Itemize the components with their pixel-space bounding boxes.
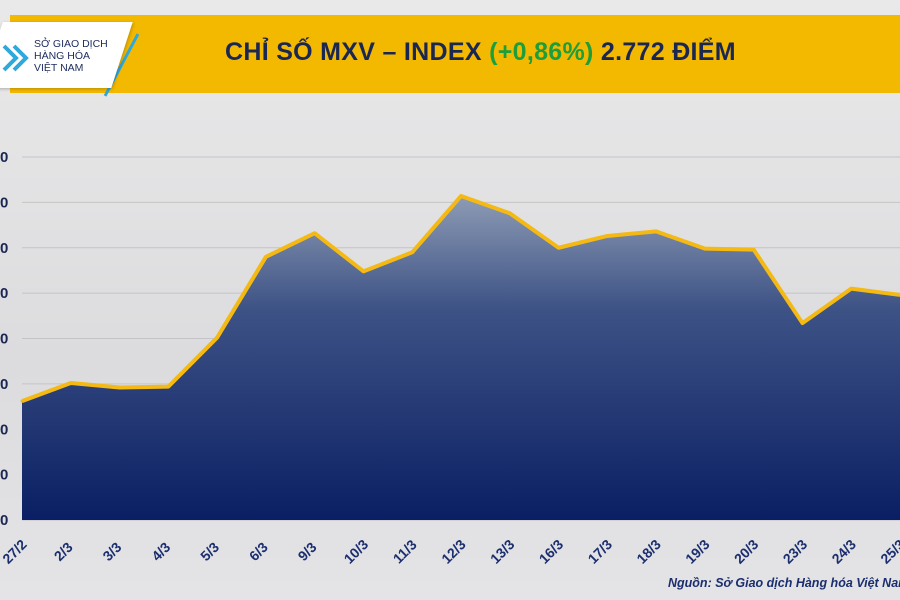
data-point <box>459 194 463 198</box>
x-tick-label: 13/3 <box>487 536 518 567</box>
x-tick-label: 17/3 <box>585 536 616 567</box>
data-point <box>361 269 365 273</box>
x-tick-label: 20/3 <box>731 536 762 567</box>
y-tick-label: 0 <box>0 421 8 438</box>
source-note: Nguồn: Sở Giao dịch Hàng hóa Việt Nam <box>668 576 900 590</box>
x-tick-label: 18/3 <box>633 536 664 567</box>
y-tick-label: 0 <box>0 194 8 211</box>
logo-chevron-icon <box>2 44 29 72</box>
y-tick-label: 0 <box>0 240 8 257</box>
data-point <box>703 247 707 251</box>
title-prefix: CHỈ SỐ MXV – INDEX <box>225 38 490 66</box>
area-fill <box>22 196 900 520</box>
data-point <box>118 386 122 390</box>
x-tick-label: 27/2 <box>0 536 30 567</box>
y-tick-label: 0 <box>0 285 8 302</box>
x-tick-label: 19/3 <box>682 536 713 567</box>
x-tick-label: 25/3 <box>877 536 900 567</box>
data-point <box>605 234 609 238</box>
x-tick-label: 10/3 <box>341 536 372 567</box>
chart-title: CHỈ SỐ MXV – INDEX (+0,86%) 2.772 ĐIỂM <box>225 38 736 67</box>
data-point <box>20 399 24 403</box>
title-suffix: 2.772 ĐIỂM <box>593 38 736 66</box>
data-point <box>752 248 756 252</box>
data-point <box>69 381 73 385</box>
x-tick-label: 6/3 <box>246 539 271 564</box>
x-tick-label: 4/3 <box>148 539 173 564</box>
title-banner <box>10 15 900 93</box>
data-point <box>508 211 512 215</box>
data-point <box>849 287 853 291</box>
data-point <box>264 255 268 259</box>
y-tick-label: 0 <box>0 467 8 484</box>
x-tick-label: 12/3 <box>438 536 469 567</box>
y-tick-label: 0 <box>0 376 8 393</box>
x-tick-label: 23/3 <box>780 536 811 567</box>
data-point <box>166 385 170 389</box>
y-tick-label: 0 <box>0 149 8 166</box>
x-tick-label: 3/3 <box>99 539 124 564</box>
x-tick-label: 9/3 <box>295 539 320 564</box>
title-change: (+0,86%) <box>489 38 594 66</box>
data-point <box>800 321 804 325</box>
data-point <box>654 229 658 233</box>
data-point <box>313 231 317 235</box>
data-point <box>215 336 219 340</box>
logo-text: SỞ GIAO DỊCH HÀNG HÓA VIỆT NAM <box>34 38 108 74</box>
x-tick-label: 5/3 <box>197 539 222 564</box>
x-tick-label: 11/3 <box>390 536 420 566</box>
logo-line1: SỞ GIAO DỊCH <box>34 38 108 50</box>
logo-line3: VIỆT NAM <box>34 62 84 74</box>
x-tick-label: 24/3 <box>828 536 859 567</box>
y-tick-label: 0 <box>0 512 8 529</box>
x-tick-label: 2/3 <box>51 539 76 564</box>
data-point <box>410 250 414 254</box>
y-tick-label: 0 <box>0 331 8 348</box>
x-tick-label: 16/3 <box>536 536 567 567</box>
data-point <box>557 246 561 250</box>
logo-line2: HÀNG HÓA <box>34 50 91 62</box>
